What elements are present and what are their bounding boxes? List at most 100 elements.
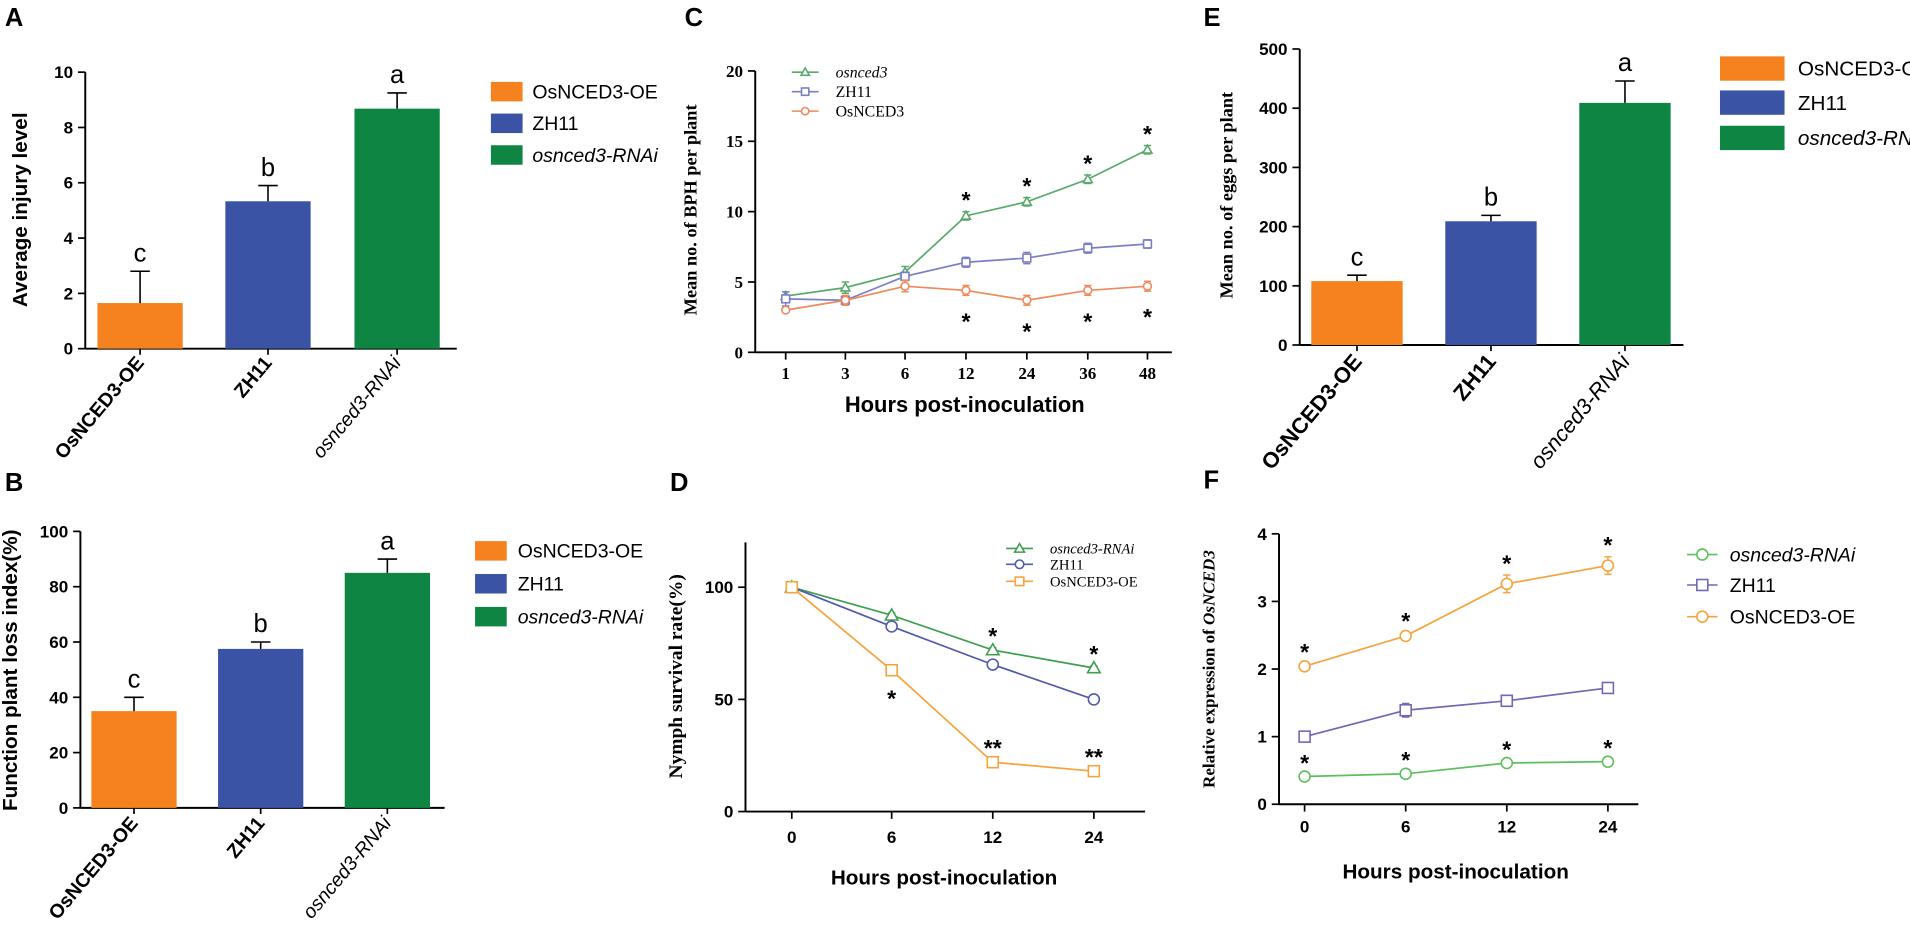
panel-label: A [5, 4, 23, 32]
y-tick-label: 0 [59, 799, 68, 818]
panel-label: E [1203, 4, 1220, 32]
legend-swatch-osnced3-rnai [1719, 125, 1785, 151]
y-axis-label: Mean no. of eggs per plant [1217, 92, 1237, 299]
legend-label: ZH11 [836, 84, 872, 101]
panel-d: D 0 50 100 Nymph survival rate(%) 0 6 12 24 Hours… [666, 469, 1146, 890]
legend-label: ZH11 [1798, 92, 1847, 115]
legend-marker-osnced3-oe [1014, 576, 1025, 587]
y-tick-label: 60 [49, 633, 68, 652]
legend-swatch-zh11 [490, 113, 523, 134]
significance-asterisk: * [1300, 750, 1309, 776]
data-point-zh11 [885, 620, 898, 633]
legend-swatch-osnced3-oe [1719, 56, 1785, 81]
legend-label: osnced3-RNAi [1798, 127, 1910, 150]
data-point-zh11 [1142, 239, 1153, 249]
significance-asterisk: * [887, 686, 896, 712]
significance-asterisk: * [1143, 121, 1152, 147]
data-point-osnced3 [960, 209, 972, 221]
significance-letter: a [1618, 49, 1633, 77]
significance-asterisk: * [1143, 304, 1152, 330]
data-point-osnced3 [961, 285, 971, 296]
significance-asterisk: * [1502, 550, 1511, 576]
significance-asterisk: * [1083, 308, 1092, 334]
legend-label: osnced3-RNAi [518, 606, 644, 628]
significance-asterisk: * [1089, 641, 1098, 667]
x-tick-label: 12 [983, 828, 1002, 847]
data-point-osnced3 [1142, 281, 1153, 291]
y-tick-label: 20 [49, 744, 68, 763]
y-tick-label: 40 [49, 688, 68, 707]
legend-label: OsNCED3-OE [518, 541, 643, 563]
significance-asterisk: * [1401, 608, 1410, 634]
data-point-osnced3-rnai [1601, 755, 1615, 768]
significance-asterisk: * [1401, 747, 1410, 773]
data-point-osnced3 [839, 281, 852, 292]
y-axis-label: Nymph survival rate(%) [666, 574, 687, 778]
y-tick-label: 50 [714, 690, 733, 709]
data-point-osnced3-oe [986, 755, 1000, 769]
x-tick-label: 1 [781, 364, 790, 383]
significance-letter: a [380, 527, 395, 555]
x-tick-label: 48 [1139, 364, 1156, 383]
data-point-zh11 [1083, 243, 1093, 253]
data-point-osnced3 [1022, 295, 1032, 305]
legend-label: osnced3-RNAi [1730, 544, 1856, 566]
data-point-zh11 [780, 294, 791, 304]
y-tick-label: 100 [40, 522, 68, 541]
legend-label: ZH11 [518, 574, 564, 596]
legend-marker-zh11 [1696, 578, 1709, 592]
data-point-zh11 [986, 658, 1000, 671]
legend-swatch-zh11 [475, 574, 507, 594]
significance-asterisk: * [961, 308, 970, 334]
data-point-osnced3 [1083, 285, 1093, 296]
data-point-osnced3-rnai [1086, 660, 1102, 674]
data-point-zh11 [900, 271, 910, 282]
legend-swatch-osnced3-rnai [490, 145, 523, 165]
bar-osnced3-rnai [344, 572, 430, 808]
y-axis-label-part: OsNCED3 [1199, 550, 1218, 625]
bar-zh11 [225, 201, 311, 349]
x-tick-label: 6 [887, 828, 896, 847]
legend-swatch-osnced3-rnai [475, 606, 507, 627]
legend-label: OsNCED3 [836, 104, 905, 121]
y-tick-label: 2 [64, 284, 73, 303]
y-tick-label: 2 [1257, 660, 1266, 679]
x-tick-label: 24 [1598, 817, 1617, 836]
data-point-osnced3 [780, 305, 791, 315]
data-point-osnced3-oe [885, 663, 898, 677]
bar-zh11 [218, 648, 304, 808]
x-tick-label: 24 [1084, 828, 1103, 847]
bar-osnced3-rnai [1579, 102, 1671, 346]
significance-letter: c [1351, 243, 1364, 271]
legend-swatch-osnced3-oe [475, 541, 507, 561]
data-point-osnced3 [840, 295, 851, 305]
panel-label: B [5, 469, 23, 497]
y-tick-label: 5 [735, 273, 744, 292]
y-tick-label: 4 [64, 229, 74, 248]
significance-asterisk: * [1603, 735, 1612, 761]
x-tick-label: 24 [1018, 364, 1036, 383]
series-line-osnced3-oe [1304, 564, 1609, 668]
legend-marker-osnced3-rnai [1696, 548, 1709, 561]
data-point-osnced3-rnai [1399, 767, 1412, 781]
data-point-zh11 [961, 257, 971, 267]
legend-label: ZH11 [1050, 557, 1084, 573]
x-tick-label: 0 [787, 828, 796, 847]
series-line-osnced3-oe [791, 586, 1094, 773]
series-line-zh11 [1304, 687, 1609, 738]
legend-swatch-osnced3-oe [490, 81, 523, 102]
significance-asterisk: * [1083, 150, 1092, 176]
legend-marker-osnced3 [800, 106, 810, 116]
y-tick-label: 3 [1257, 592, 1266, 611]
y-tick-label: 400 [1259, 99, 1287, 118]
y-axis-label: Average injury level [9, 112, 32, 307]
data-point-osnced3 [1141, 143, 1154, 154]
y-tick-label: 200 [1259, 218, 1287, 237]
y-tick-label: 100 [1259, 277, 1287, 296]
y-tick-label: 500 [1259, 40, 1287, 59]
legend-label: osnced3-RNAi [1050, 542, 1134, 558]
x-axis-label: Hours post-inoculation [1342, 861, 1568, 884]
legend-label: osnced3-RNAi [532, 145, 658, 167]
significance-letter: b [261, 154, 275, 182]
